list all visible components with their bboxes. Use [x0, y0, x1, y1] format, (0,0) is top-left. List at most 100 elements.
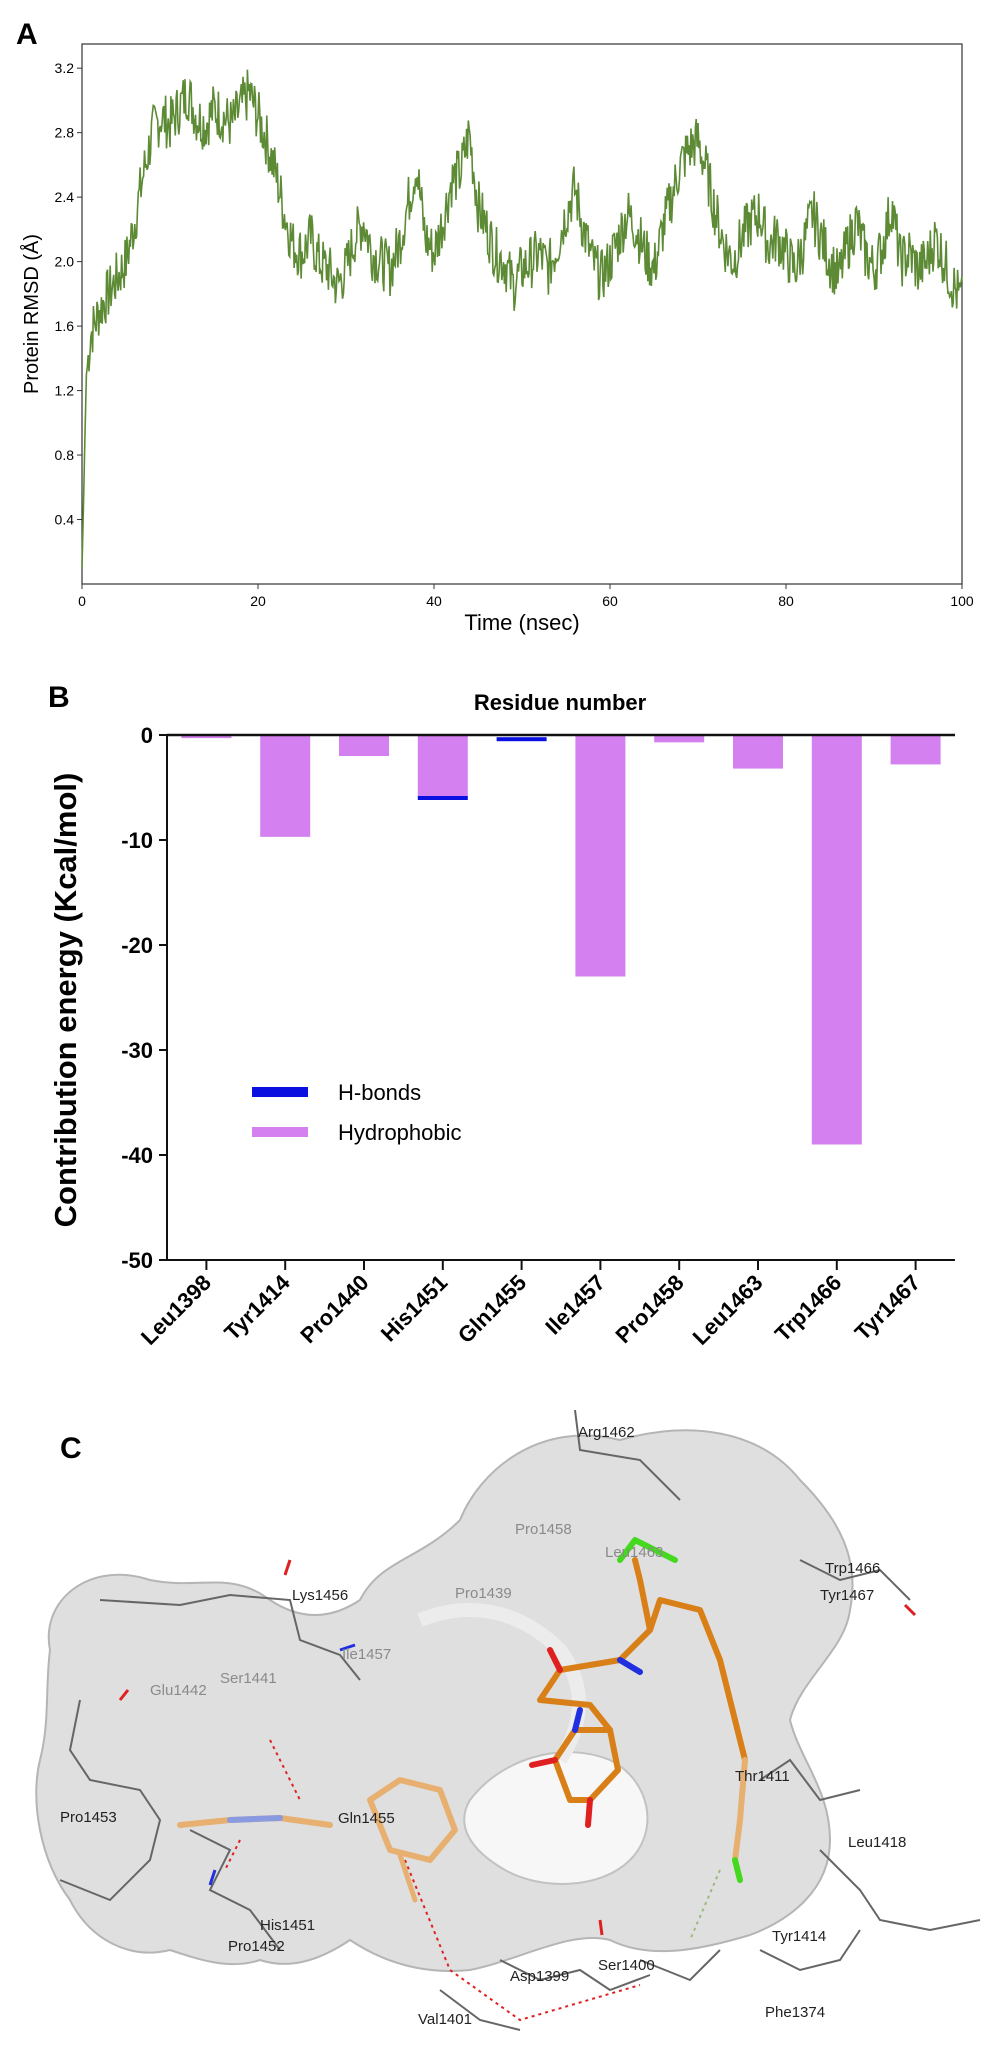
chart-b-x-tick-label: Gln1455 — [453, 1270, 531, 1348]
residue-label: Pro1453 — [60, 1809, 117, 1826]
hbond-line — [404, 1859, 641, 2022]
highlight-ile1457-ring — [367, 1777, 458, 1863]
highlight-ile1457-stem — [397, 1852, 418, 1903]
nitrogen-marker — [208, 1869, 217, 1886]
contact-line — [689, 1869, 721, 1941]
chart-b-y-tick-label: -30 — [121, 1038, 153, 1063]
chart-b-x-tick-label: Tyr1414 — [219, 1269, 295, 1345]
hydrophobic-contact-lines — [689, 1869, 721, 1941]
chart-a-y-ticks: 0.4 0.8 1.2 1.6 2.0 2.4 2.8 3.2 — [55, 60, 82, 528]
ligand-cf3 — [617, 1537, 678, 1563]
chart-b-legend: H-bonds Hydrophobic — [252, 1080, 462, 1145]
chart-b-y-label: Contribution energy (Kcal/mol) — [48, 773, 83, 1228]
stick-pro1452 — [189, 1829, 281, 1951]
ligand-branch — [632, 1557, 653, 1633]
residue-label: Tyr1414 — [772, 1928, 826, 1945]
legend-swatch-hydrophobic — [252, 1127, 308, 1137]
chart-a-y-tick-label: 2.8 — [55, 125, 75, 141]
residue-label: Leu1463 — [605, 1544, 663, 1561]
stick-phe1374 — [639, 1949, 721, 1982]
residue-label: Arg1462 — [578, 1424, 635, 1441]
chart-b-y-tick-label: -20 — [121, 933, 153, 958]
chart-a-x-tick-label: 80 — [778, 593, 794, 609]
residue-label: Lys1456 — [292, 1587, 348, 1604]
chart-a-y-tick-label: 3.2 — [55, 60, 75, 76]
residue-label: Asp1399 — [510, 1968, 569, 1985]
hbond-lines — [224, 1739, 641, 2022]
chart-b-y-tick-label: -10 — [121, 828, 153, 853]
residue-label: Pro1452 — [228, 1938, 285, 1955]
highlighted-residues — [177, 1777, 458, 1903]
residue-label: Glu1442 — [150, 1682, 207, 1699]
oxygen-marker — [118, 1689, 130, 1701]
nitrogen-marker — [339, 1643, 356, 1652]
chart-a-y-tick-label: 0.4 — [55, 512, 75, 528]
residue-label: Ser1400 — [598, 1957, 655, 1974]
oxygen-marker — [598, 1919, 604, 1936]
chart-b-y-tick-label: -50 — [121, 1248, 153, 1273]
chart-b-y-ticks: 0 -10 -20 -30 -40 -50 — [121, 723, 167, 1273]
ligand-nitrogen — [572, 1707, 583, 1733]
chart-a-x-tick-label: 20 — [250, 593, 266, 609]
bar-hbonds-his1451 — [417, 796, 468, 800]
stick-trp1466 — [799, 1559, 911, 1601]
panel-b-label: B — [48, 681, 70, 714]
panel-c-label: C — [60, 1432, 82, 1465]
bar-hbonds-gln1455 — [496, 737, 547, 742]
stick-pro1453 — [59, 1699, 162, 1902]
legend-swatch-hbonds — [252, 1087, 308, 1097]
chart-b-title: Residue number — [474, 690, 647, 715]
chart-a-y-tick-label: 1.2 — [55, 383, 75, 399]
bar-hydrophobic-leu1398 — [181, 735, 232, 739]
stick-lys1456 — [99, 1593, 361, 1681]
highlight-gln1455-n — [227, 1815, 283, 1823]
chart-b-y-tick-label: 0 — [141, 723, 153, 748]
residue-label: Tyr1467 — [820, 1587, 874, 1604]
residue-label: Thr1411 — [735, 1768, 790, 1785]
residue-labels: Arg1462 Pro1458 Leu1463 Trp1466 Tyr1467 Lys14… — [60, 1424, 906, 2028]
energy-bar-chart: Residue number 0-10-20-30-40-50 Leu1398 T… — [48, 690, 955, 1350]
bar-hydrophobic-pro1458 — [654, 735, 705, 743]
stick-tyr1414 — [759, 1929, 861, 1972]
heteroatom-markers — [118, 1559, 917, 1936]
residue-label: Pro1439 — [455, 1585, 512, 1602]
rmsd-line-chart: 0.4 0.8 1.2 1.6 2.0 2.4 2.8 3.2 0 20 40 60 80 100 Ti… — [20, 43, 974, 635]
chart-b-x-tick-label: Leu1463 — [688, 1270, 768, 1350]
legend-label-hbonds: H-bonds — [338, 1080, 421, 1105]
ligand — [529, 1537, 748, 1883]
chart-b-x-tick-label: Pro1440 — [295, 1270, 373, 1348]
chart-b-x-tick-label: Tyr1467 — [850, 1270, 925, 1345]
chart-a-x-tick-label: 60 — [602, 593, 618, 609]
stick-thr1411 — [759, 1758, 861, 1802]
panel-a-label: A — [16, 18, 38, 51]
oxygen-marker — [283, 1559, 292, 1576]
chart-a-y-tick-label: 2.4 — [55, 189, 75, 205]
stick-asp1399 — [499, 1959, 651, 1992]
residue-label: Gln1455 — [338, 1810, 395, 1827]
chart-b-y-tick-label: -40 — [121, 1143, 153, 1168]
ligand-tail — [732, 1757, 748, 1863]
residue-sticks — [59, 1409, 981, 2031]
stick-leu1418 — [819, 1849, 981, 1932]
residue-label: His1451 — [260, 1917, 315, 1934]
chart-a-x-tick-label: 0 — [78, 593, 86, 609]
residue-label: Leu1418 — [848, 1834, 906, 1851]
residue-label: Ser1441 — [220, 1670, 277, 1687]
chart-b-x-tick-label: Pro1458 — [611, 1270, 689, 1348]
molecular-surface — [35, 1429, 854, 1972]
legend-label-hydrophobic: Hydrophobic — [338, 1120, 462, 1145]
chart-a-x-tick-label: 100 — [950, 593, 974, 609]
ligand-fluorine — [732, 1857, 743, 1883]
chart-a-x-tick-label: 40 — [426, 593, 442, 609]
stick-arg1462 — [574, 1409, 681, 1501]
residue-label: Ile1457 — [342, 1646, 391, 1663]
residue-label: Pro1458 — [515, 1521, 572, 1538]
bar-hydrophobic-his1451 — [417, 735, 468, 798]
ligand-oxygen — [585, 1797, 593, 1828]
bar-hydrophobic-pro1440 — [339, 735, 389, 756]
binding-site-illustration: Arg1462 Pro1458 Leu1463 Trp1466 Tyr1467 Lys14… — [35, 1409, 981, 2031]
chart-b-x-tick-label: His1451 — [376, 1270, 453, 1347]
bar-hydrophobic-trp1466 — [811, 735, 862, 1145]
bar-hydrophobic-leu1463 — [733, 735, 783, 769]
